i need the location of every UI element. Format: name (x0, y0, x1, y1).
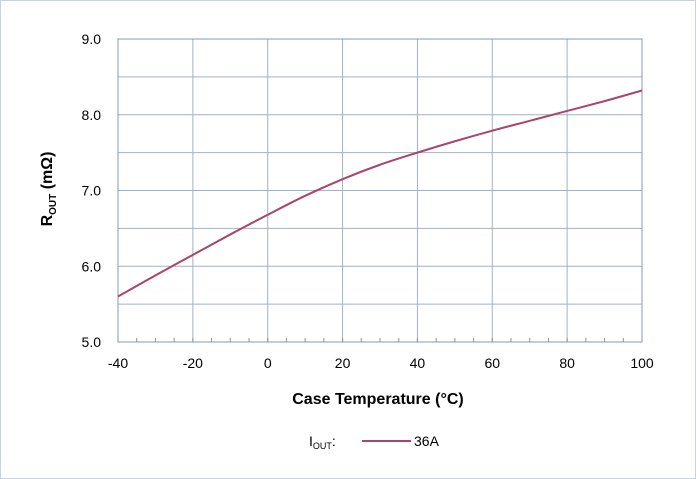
x-tick-label: -40 (108, 355, 128, 371)
series-layer (117, 89, 643, 298)
y-tick-label: 5.0 (82, 334, 102, 350)
x-tick-label: -20 (183, 355, 203, 371)
legend: IOUT: 36A (309, 433, 440, 451)
y-tick-labels: 5.0 6.0 7.0 8.0 9.0 (82, 31, 102, 350)
y-tick-label: 9.0 (82, 31, 102, 47)
x-tick-label: 60 (484, 355, 500, 371)
legend-label-main: I (309, 433, 313, 449)
x-tick-label: 40 (410, 355, 426, 371)
x-axis-title: Case Temperature (°C) (292, 391, 463, 408)
x-tick-label: 100 (630, 355, 654, 371)
legend-label-suffix: : (332, 433, 336, 449)
y-tick-label: 7.0 (82, 183, 102, 199)
y-axis-title-sub: OUT (48, 194, 59, 215)
x-tick-labels: -40 -20 0 20 40 60 80 100 (108, 355, 654, 371)
y-tick-label: 8.0 (82, 107, 102, 123)
legend-label-sub: OUT (313, 441, 333, 451)
legend-series-name: 36A (414, 433, 440, 449)
y-tick-label: 6.0 (82, 258, 102, 274)
y-axis-title-main: R (39, 214, 56, 226)
x-tick-label: 80 (559, 355, 575, 371)
grid (117, 38, 643, 343)
x-tick-label: 20 (335, 355, 351, 371)
y-axis-title: ROUT (mΩ) (39, 152, 59, 227)
x-tick-label: 0 (264, 355, 272, 371)
plot-area-border (117, 38, 643, 343)
series-line-36a (117, 89, 643, 298)
y-axis-title-unit: (mΩ) (39, 152, 56, 194)
legend-label: IOUT: (309, 433, 336, 451)
